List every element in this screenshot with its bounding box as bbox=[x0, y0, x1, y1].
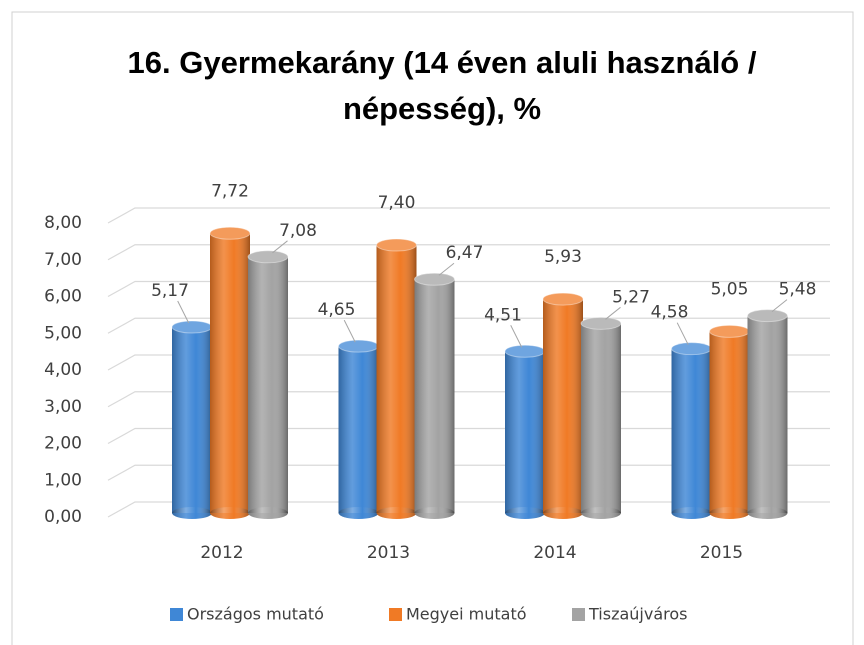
grid-line bbox=[107, 244, 830, 261]
bar-shade bbox=[543, 299, 583, 513]
legend-label: Megyei mutató bbox=[406, 605, 527, 624]
bar-shade bbox=[747, 315, 788, 513]
bar-top-shade bbox=[747, 309, 788, 322]
value-label: 7,40 bbox=[378, 193, 416, 213]
bar-shade bbox=[414, 279, 455, 513]
y-tick-label: 3,00 bbox=[44, 397, 82, 417]
bar-shade bbox=[671, 348, 712, 513]
bar-top-shade bbox=[376, 239, 417, 252]
chart-border bbox=[11, 11, 854, 645]
y-tick-label: 5,00 bbox=[44, 323, 82, 343]
bar-top-shade bbox=[709, 325, 750, 338]
bar-shade bbox=[709, 331, 750, 513]
leader-line bbox=[676, 322, 689, 345]
y-tick-label: 1,00 bbox=[44, 470, 82, 490]
value-label: 5,93 bbox=[544, 247, 582, 267]
leader-line bbox=[438, 262, 455, 276]
value-label: 4,65 bbox=[318, 300, 356, 320]
bar-top bbox=[247, 250, 289, 264]
leader-line bbox=[510, 325, 523, 348]
legend-swatch bbox=[170, 608, 183, 621]
x-tick-label: 2014 bbox=[533, 543, 576, 563]
bar-shade bbox=[248, 256, 288, 513]
legend-swatch bbox=[389, 608, 402, 621]
y-tick-label: 7,00 bbox=[44, 250, 82, 270]
leader-line bbox=[177, 300, 190, 324]
leader-line bbox=[771, 299, 788, 313]
legend-swatch bbox=[572, 608, 585, 621]
value-label: 4,58 bbox=[651, 303, 689, 323]
chart-title: 16. Gyermekarány (14 éven aluli használó… bbox=[127, 45, 757, 126]
value-label: 5,17 bbox=[151, 281, 189, 301]
bar-top bbox=[747, 309, 788, 323]
bar-top-shade bbox=[210, 227, 250, 240]
bar-top bbox=[542, 292, 584, 306]
leader-line bbox=[343, 319, 356, 343]
bar-shade bbox=[210, 233, 250, 514]
value-label: 5,05 bbox=[711, 279, 749, 299]
x-tick-label: 2015 bbox=[700, 543, 743, 563]
y-tick-label: 8,00 bbox=[44, 213, 82, 233]
bar-top-shade bbox=[172, 321, 212, 334]
y-tick-label: 4,00 bbox=[44, 360, 82, 380]
value-label: 7,08 bbox=[279, 221, 317, 241]
legend-label: Tiszaújváros bbox=[588, 605, 687, 624]
leader-line bbox=[605, 306, 621, 320]
grid-line bbox=[107, 280, 830, 298]
value-label: 6,47 bbox=[446, 243, 484, 263]
bar-top-shade bbox=[581, 317, 621, 330]
leader-line bbox=[272, 240, 288, 254]
bar-shade bbox=[505, 351, 545, 513]
bar-top-shade bbox=[338, 340, 379, 353]
bar-top bbox=[376, 238, 417, 252]
bar-top-shade bbox=[414, 273, 455, 286]
bar-shade bbox=[581, 323, 621, 513]
value-label: 4,51 bbox=[484, 305, 522, 325]
bar-top bbox=[580, 316, 622, 330]
bar-top-shade bbox=[543, 293, 583, 306]
bar-top-shade bbox=[248, 250, 288, 263]
x-tick-label: 2013 bbox=[367, 543, 410, 563]
value-label: 5,48 bbox=[779, 280, 817, 300]
x-tick-label: 2012 bbox=[200, 543, 243, 563]
value-label: 7,72 bbox=[211, 181, 249, 201]
y-tick-label: 6,00 bbox=[44, 287, 82, 307]
bar-top bbox=[209, 226, 251, 240]
bar-shade bbox=[376, 245, 417, 514]
bar-top-shade bbox=[505, 345, 545, 358]
bar-shade bbox=[338, 346, 379, 513]
grid-line bbox=[107, 207, 830, 224]
value-label: 5,27 bbox=[612, 287, 650, 307]
y-tick-label: 0,00 bbox=[44, 507, 82, 527]
bar-shade bbox=[172, 327, 212, 513]
legend-label: Országos mutató bbox=[187, 605, 324, 624]
bar-top bbox=[414, 272, 455, 286]
bar-top-shade bbox=[671, 342, 712, 355]
y-tick-label: 2,00 bbox=[44, 434, 82, 454]
